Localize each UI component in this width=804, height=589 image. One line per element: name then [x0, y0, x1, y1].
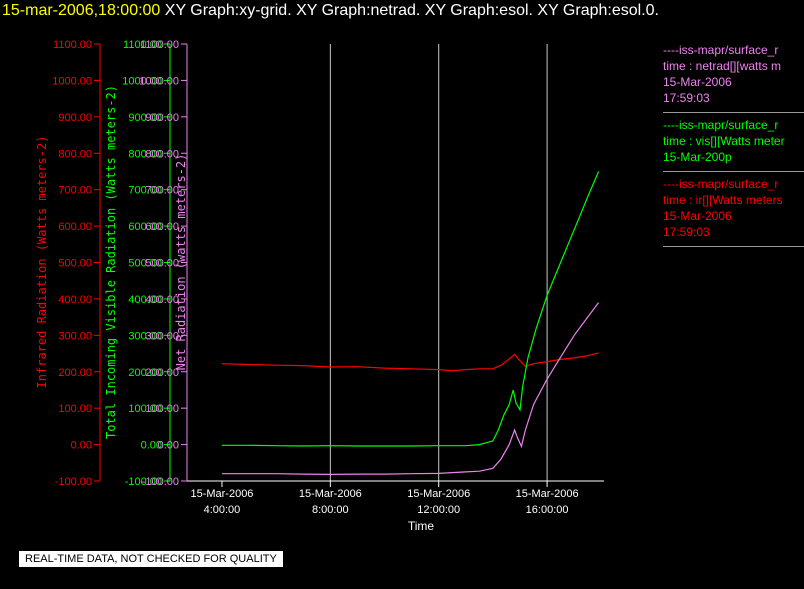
series-line-ir [221, 352, 599, 372]
legend-variable: time : netrad[][watts m [663, 59, 782, 73]
x-tick-label: 8:00:00 [312, 504, 349, 516]
y-tick-label: 600.00 [58, 221, 92, 233]
y-tick-label: 1100.00 [53, 39, 92, 51]
legend-entry-netrad[interactable]: ----iss-mapr/surface_r time : netrad[][w… [663, 40, 804, 113]
y-tick-label: 700.00 [145, 185, 179, 197]
y-tick-label: -100.00 [125, 476, 162, 488]
legend-time: 17:59:03 [663, 91, 710, 105]
x-tick-label: 15-Mar-2006 [299, 488, 362, 500]
x-tick-label: 12:00:00 [417, 504, 460, 516]
legend-date: 15-Mar-200p [663, 150, 732, 164]
legend-source: ----iss-mapr/surface_r [663, 177, 779, 191]
x-axis-label: Time [408, 519, 435, 533]
y-tick-label: 1000.00 [52, 75, 92, 87]
legend-source: ----iss-mapr/surface_r [663, 43, 779, 57]
y-tick-label: 800.00 [128, 148, 162, 160]
y-tick-label: 500.00 [128, 258, 162, 270]
y-tick-label: 900.00 [128, 112, 162, 124]
y-tick-label: 200.00 [145, 367, 179, 379]
legend-date: 15-Mar-2006 [663, 75, 732, 89]
y-tick-label: 800.00 [145, 148, 179, 160]
y-tick-label: 200.00 [58, 367, 92, 379]
quality-notice: REAL-TIME DATA, NOT CHECKED FOR QUALITY [19, 551, 283, 567]
y-tick-label: 900.00 [58, 112, 92, 124]
legend-variable: time : ir[][Watts meters [663, 193, 783, 207]
y-tick-label: 500.00 [145, 258, 179, 270]
y-tick-label: 0.00 [141, 440, 162, 452]
legend-date: 15-Mar-2006 [663, 209, 732, 223]
y-tick-label: 800.00 [58, 148, 92, 160]
y-tick-label: 300.00 [145, 330, 179, 342]
y-tick-label: 400.00 [58, 294, 92, 306]
timestamp-label: 15-mar-2006,18:00:00 [2, 2, 161, 19]
y-tick-label: 300.00 [58, 330, 92, 342]
y-tick-label: 1000.00 [122, 75, 162, 87]
series-line-vis [222, 171, 600, 447]
legend-source: ----iss-mapr/surface_r [663, 118, 779, 132]
y-tick-label: 600.00 [128, 221, 162, 233]
y-tick-label: 200.00 [128, 367, 162, 379]
graph-title-bar: 15-mar-2006,18:00:00 XY Graph:xy-grid. X… [2, 2, 659, 20]
x-tick-label: 15-Mar-2006 [407, 488, 470, 500]
series-line-netrad [222, 302, 600, 476]
y-tick-label: -100.00 [142, 476, 179, 488]
x-tick-label: 16:00:00 [526, 504, 569, 516]
y-tick-label: 400.00 [128, 294, 162, 306]
y-tick-label: 300.00 [128, 330, 162, 342]
y-tick-label: 0.00 [71, 440, 92, 452]
x-tick-label: 15-Mar-2006 [516, 488, 579, 500]
y-axis-title: Net Radiation (watts meters-2) [174, 154, 188, 371]
y-axis-title: Total Incoming Visible Radiation (Watts … [104, 85, 118, 439]
y-tick-label: 100.00 [128, 403, 162, 415]
graph-list-label: XY Graph:xy-grid. XY Graph:netrad. XY Gr… [164, 2, 659, 19]
y-tick-label: 100.00 [58, 403, 92, 415]
y-tick-label: 400.00 [145, 294, 179, 306]
y-tick-label: 900.00 [145, 112, 179, 124]
y-tick-label: 500.00 [58, 258, 92, 270]
y-tick-label: 700.00 [58, 185, 92, 197]
legend-entry-vis[interactable]: ----iss-mapr/surface_r time : vis[][Watt… [663, 115, 804, 172]
y-tick-label: 700.00 [128, 185, 162, 197]
y-tick-label: 1000.00 [139, 75, 179, 87]
y-axis-title: Infrared Radiation (Watts meters-2) [35, 136, 49, 389]
legend: ----iss-mapr/surface_r time : netrad[][w… [663, 40, 804, 247]
y-tick-label: 1100.00 [123, 39, 162, 51]
x-tick-label: 15-Mar-2006 [190, 488, 253, 500]
x-tick-label: 4:00:00 [204, 504, 241, 516]
legend-time: 17:59:03 [663, 225, 710, 239]
y-tick-label: 600.00 [145, 221, 179, 233]
y-tick-label: 1100.00 [140, 39, 179, 51]
y-tick-label: -100.00 [55, 476, 92, 488]
legend-variable: time : vis[][Watts meter [663, 134, 785, 148]
y-tick-label: 100.00 [145, 403, 179, 415]
legend-entry-ir[interactable]: ----iss-mapr/surface_r time : ir[][Watts… [663, 174, 804, 247]
y-tick-label: 0.00 [158, 440, 179, 452]
